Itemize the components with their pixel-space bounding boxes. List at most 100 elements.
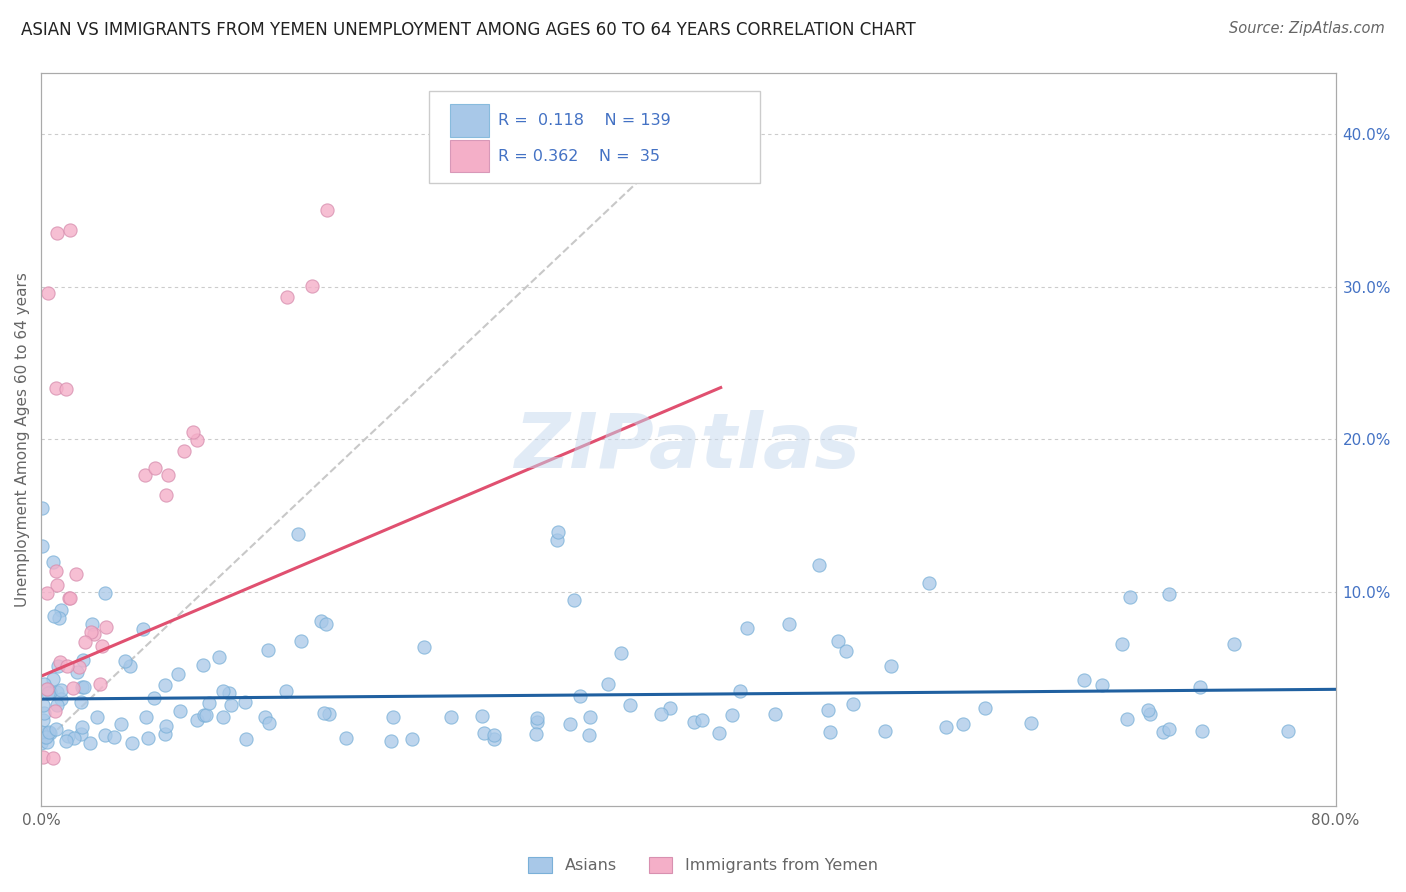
Point	[211, 684, 233, 698]
Point	[482, 731, 505, 746]
Point	[1277, 723, 1299, 738]
Point	[132, 622, 155, 636]
Point	[609, 646, 631, 660]
Point	[312, 706, 335, 721]
Point	[778, 616, 800, 631]
Point	[35, 735, 58, 749]
Point	[70, 720, 93, 734]
Point	[1111, 637, 1133, 651]
Point	[659, 700, 682, 714]
Point	[155, 727, 177, 741]
Point	[42, 751, 65, 765]
Point	[290, 633, 312, 648]
Point	[524, 727, 547, 741]
Point	[235, 731, 257, 746]
Point	[1223, 637, 1246, 651]
Text: Source: ZipAtlas.com: Source: ZipAtlas.com	[1229, 21, 1385, 36]
Point	[155, 718, 177, 732]
Point	[38, 724, 60, 739]
Point	[683, 714, 706, 729]
Point	[62, 681, 84, 696]
Point	[58, 591, 80, 605]
Point	[32, 750, 55, 764]
Point	[94, 728, 117, 742]
Point	[650, 706, 672, 721]
Point	[412, 640, 434, 655]
Point	[34, 730, 56, 744]
Point	[315, 616, 337, 631]
Point	[79, 736, 101, 750]
Point	[401, 732, 423, 747]
Point	[472, 726, 495, 740]
Point	[31, 540, 53, 554]
Point	[73, 635, 96, 649]
Point	[547, 524, 569, 539]
Point	[1152, 725, 1174, 739]
Point	[380, 733, 402, 747]
FancyBboxPatch shape	[450, 140, 489, 172]
Point	[37, 726, 59, 740]
Point	[49, 655, 72, 669]
Point	[110, 716, 132, 731]
Point	[83, 626, 105, 640]
Point	[118, 658, 141, 673]
Point	[94, 586, 117, 600]
Point	[1137, 703, 1160, 717]
Point	[301, 279, 323, 293]
Point	[70, 727, 93, 741]
Point	[1191, 723, 1213, 738]
Point	[276, 290, 298, 304]
Point	[763, 706, 786, 721]
Point	[167, 666, 190, 681]
Point	[35, 586, 58, 600]
Point	[42, 608, 65, 623]
Point	[45, 564, 67, 578]
Point	[918, 576, 941, 591]
Point	[103, 730, 125, 744]
Point	[193, 707, 215, 722]
Point	[156, 467, 179, 482]
Point	[1119, 590, 1142, 604]
Point	[38, 685, 60, 699]
Point	[253, 710, 276, 724]
Point	[32, 677, 55, 691]
Point	[46, 226, 69, 240]
Point	[86, 710, 108, 724]
Point	[817, 703, 839, 717]
Text: ZIPatlas: ZIPatlas	[516, 409, 862, 483]
Point	[37, 285, 59, 300]
Point	[808, 558, 831, 572]
Point	[208, 650, 231, 665]
Point	[827, 633, 849, 648]
Point	[46, 685, 69, 699]
Point	[484, 728, 506, 742]
Point	[135, 710, 157, 724]
Point	[82, 616, 104, 631]
Point	[32, 706, 55, 720]
Point	[30, 725, 52, 739]
Point	[56, 729, 79, 743]
Point	[136, 731, 159, 746]
Point	[51, 602, 73, 616]
Point	[1157, 587, 1180, 601]
Point	[67, 660, 90, 674]
Point	[94, 620, 117, 634]
Point	[70, 681, 93, 695]
Point	[257, 715, 280, 730]
Point	[1090, 678, 1112, 692]
Point	[440, 710, 463, 724]
Point	[1189, 680, 1212, 694]
Point	[318, 706, 340, 721]
Point	[569, 689, 592, 703]
Point	[49, 682, 72, 697]
Y-axis label: Unemployment Among Ages 60 to 64 years: Unemployment Among Ages 60 to 64 years	[15, 272, 30, 607]
Point	[46, 659, 69, 673]
Point	[49, 692, 72, 706]
FancyBboxPatch shape	[429, 91, 759, 183]
Point	[73, 680, 96, 694]
Point	[1157, 722, 1180, 736]
Point	[842, 697, 865, 711]
Point	[193, 658, 215, 673]
Point	[35, 681, 58, 696]
Point	[287, 526, 309, 541]
